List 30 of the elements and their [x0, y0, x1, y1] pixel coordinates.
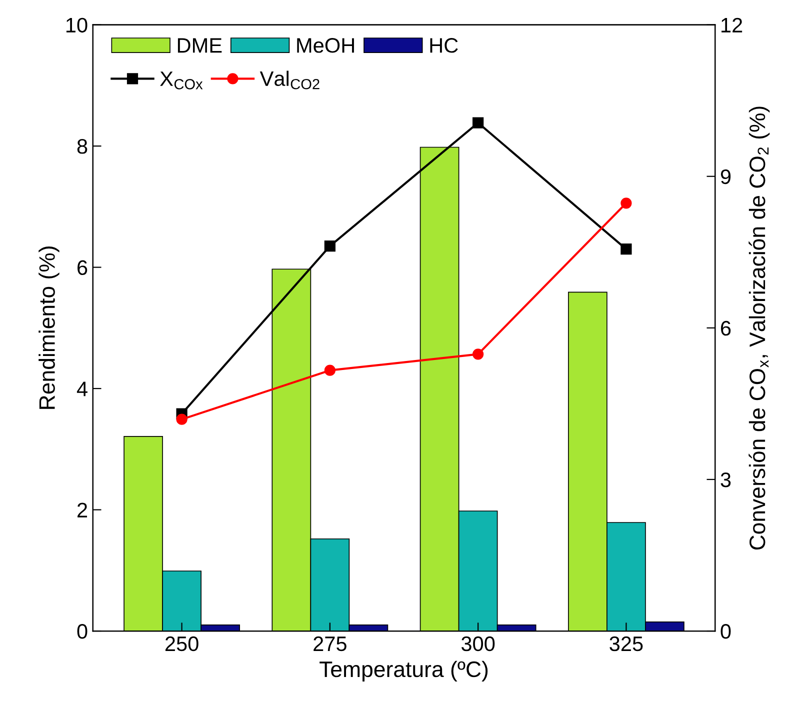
y2-tick-label: 3 [720, 472, 731, 488]
y-axis-title: Rendimiento (%) [38, 246, 60, 409]
x-tick-label: 325 [610, 636, 643, 652]
y2-tick-label: 12 [722, 18, 742, 32]
legend-label: HC [430, 38, 458, 53]
x-tick-label: 300 [461, 636, 495, 652]
y-tick-label: 0 [77, 624, 88, 639]
point [176, 414, 188, 425]
point [472, 117, 484, 128]
y-tick-label: 4 [76, 382, 88, 396]
point [620, 244, 632, 255]
y2-tick-label: 6 [721, 320, 731, 336]
x-tick-label: 275 [314, 636, 346, 652]
point [324, 240, 336, 252]
y2-axis-title: Conversión de CO$_{x}$, Valorización de CO$_{2}$ (%) [748, 106, 770, 550]
legend-label: MeOH [297, 38, 354, 53]
legend-label: DME [178, 38, 222, 53]
legend-label: X$_{COx}$ [160, 72, 203, 90]
legend-label: Val$_{CO2}$ [260, 70, 320, 90]
point [324, 364, 336, 376]
point [472, 348, 484, 360]
y-tick-label: 2 [78, 502, 88, 518]
y-tick-label: 10 [66, 18, 88, 33]
y2-tick-label: 9 [720, 169, 731, 184]
x-axis-title: Temperatura (ºC) [320, 660, 488, 682]
y2-tick-label: 0 [720, 624, 731, 639]
x-tick-label: 250 [165, 636, 198, 652]
y-tick-label: 6 [78, 260, 88, 276]
y-tick-label: 8 [77, 139, 88, 154]
point [620, 198, 632, 209]
